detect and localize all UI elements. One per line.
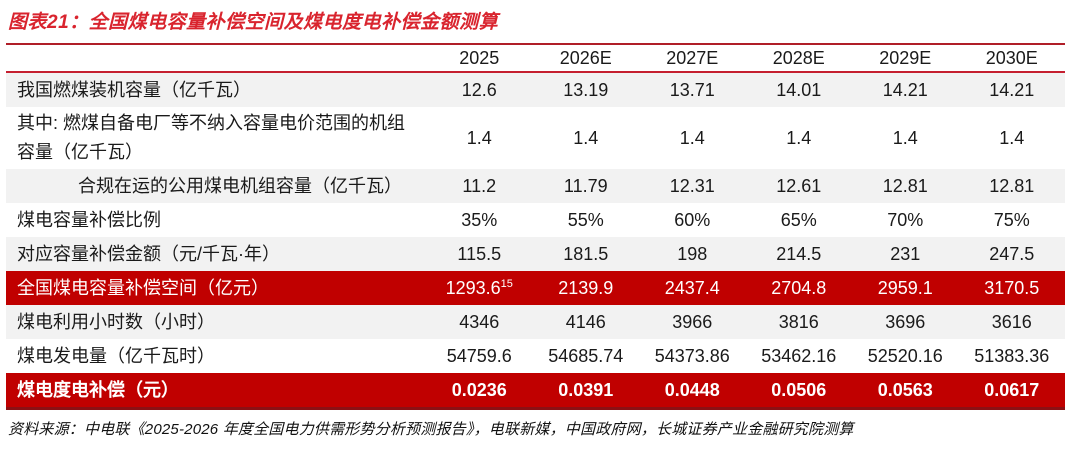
- value-cell: 12.61: [745, 169, 852, 203]
- value-cell: 65%: [745, 203, 852, 237]
- table-header: 2025 2026E 2027E 2028E 2029E 2030E: [6, 44, 1065, 73]
- value-cell: 115.5: [426, 237, 533, 271]
- table-row: 合规在运的公用煤电机组容量（亿千瓦） 11.2 11.79 12.31 12.61 12.…: [6, 169, 1065, 203]
- value-cell: 2959.1: [852, 271, 959, 305]
- value-cell: 55%: [532, 203, 639, 237]
- value-cell: 4346: [426, 305, 533, 339]
- value-cell: 75%: [958, 203, 1065, 237]
- value-cell: 1.4: [426, 107, 533, 169]
- value-cell: 54373.86: [639, 339, 746, 373]
- value-cell: 12.31: [639, 169, 746, 203]
- value-cell: 1.4: [639, 107, 746, 169]
- row-label: 煤电容量补偿比例: [6, 203, 426, 237]
- value-cell: 1.4: [958, 107, 1065, 169]
- value-cell: 12.81: [852, 169, 959, 203]
- value-cell: 3816: [745, 305, 852, 339]
- value-cell: 2437.4: [639, 271, 746, 305]
- value-cell: 1.4: [532, 107, 639, 169]
- value-cell: 52520.16: [852, 339, 959, 373]
- figure-title: 图表21：全国煤电容量补偿空间及煤电度电补偿金额测算: [8, 12, 499, 33]
- value-cell: 1.4: [745, 107, 852, 169]
- value-cell: 0.0563: [852, 373, 959, 409]
- value-cell: 14.21: [958, 72, 1065, 107]
- value-cell: 1.4: [852, 107, 959, 169]
- value-cell: 247.5: [958, 237, 1065, 271]
- value-cell: 0.0448: [639, 373, 746, 409]
- value-cell: 51383.36: [958, 339, 1065, 373]
- table-row: 煤电发电量（亿千瓦时） 54759.6 54685.74 54373.86 53462.…: [6, 339, 1065, 373]
- header-row: 2025 2026E 2027E 2028E 2029E 2030E: [6, 44, 1065, 73]
- value-cell: 181.5: [532, 237, 639, 271]
- value-cell: 0.0236: [426, 373, 533, 409]
- value-cell: 53462.16: [745, 339, 852, 373]
- value-cell: 14.01: [745, 72, 852, 107]
- value-cell: 3696: [852, 305, 959, 339]
- value-cell: 0.0617: [958, 373, 1065, 409]
- value-cell: 1293.615: [426, 271, 533, 305]
- value-cell: 11.79: [532, 169, 639, 203]
- compensation-table-wrapper: 2025 2026E 2027E 2028E 2029E 2030E 我国燃煤装机容量（亿…: [6, 43, 1065, 410]
- table-row: 煤电容量补偿比例 35% 55% 60% 65% 70% 75%: [6, 203, 1065, 237]
- row-label: 合规在运的公用煤电机组容量（亿千瓦）: [6, 169, 426, 203]
- table-row: 其中: 燃煤自备电厂等不纳入容量电价范围的机组容量（亿千瓦） 1.4 1.4 1.4 1…: [6, 107, 1065, 169]
- year-column-header: 2030E: [958, 44, 1065, 73]
- value-cell: 12.81: [958, 169, 1065, 203]
- value-cell: 54685.74: [532, 339, 639, 373]
- table-row: 我国燃煤装机容量（亿千瓦） 12.6 13.19 13.71 14.01 14.21 14.…: [6, 72, 1065, 107]
- table-row: 对应容量补偿金额（元/千瓦·年） 115.5 181.5 198 214.5 231 247…: [6, 237, 1065, 271]
- value-cell: 214.5: [745, 237, 852, 271]
- row-label: 煤电度电补偿（元）: [6, 373, 426, 409]
- row-label: 我国燃煤装机容量（亿千瓦）: [6, 72, 426, 107]
- table-row: 煤电度电补偿（元） 0.0236 0.0391 0.0448 0.0506 0.0563 0…: [6, 373, 1065, 409]
- row-label: 其中: 燃煤自备电厂等不纳入容量电价范围的机组容量（亿千瓦）: [6, 107, 426, 169]
- value-cell: 231: [852, 237, 959, 271]
- compensation-table: 2025 2026E 2027E 2028E 2029E 2030E 我国燃煤装机容量（亿…: [6, 43, 1065, 410]
- value-cell: 3966: [639, 305, 746, 339]
- table-body: 我国燃煤装机容量（亿千瓦） 12.6 13.19 13.71 14.01 14.21 14.…: [6, 72, 1065, 409]
- value-cell: 3616: [958, 305, 1065, 339]
- value-cell: 0.0506: [745, 373, 852, 409]
- table-row: 煤电利用小时数（小时） 4346 4146 3966 3816 3696 3616: [6, 305, 1065, 339]
- value-cell: 12.6: [426, 72, 533, 107]
- value-cell: 13.19: [532, 72, 639, 107]
- value-cell: 2704.8: [745, 271, 852, 305]
- value-cell: 54759.6: [426, 339, 533, 373]
- year-column-header: 2026E: [532, 44, 639, 73]
- value-cell: 60%: [639, 203, 746, 237]
- row-label: 对应容量补偿金额（元/千瓦·年）: [6, 237, 426, 271]
- year-column-header: 2029E: [852, 44, 959, 73]
- value-cell: 2139.9: [532, 271, 639, 305]
- value-cell: 4146: [532, 305, 639, 339]
- value-cell: 198: [639, 237, 746, 271]
- year-column-header: 2027E: [639, 44, 746, 73]
- value-cell: 11.2: [426, 169, 533, 203]
- value-cell: 13.71: [639, 72, 746, 107]
- row-label: 煤电利用小时数（小时）: [6, 305, 426, 339]
- label-column-header: [6, 44, 426, 73]
- value-cell: 35%: [426, 203, 533, 237]
- value-cell: 70%: [852, 203, 959, 237]
- footnote-ref: 15: [500, 277, 513, 290]
- row-label: 煤电发电量（亿千瓦时）: [6, 339, 426, 373]
- table-row: 全国煤电容量补偿空间（亿元） 1293.615 2139.9 2437.4 2704.8…: [6, 271, 1065, 305]
- value-cell: 3170.5: [958, 271, 1065, 305]
- value-cell: 0.0391: [532, 373, 639, 409]
- value-cell: 14.21: [852, 72, 959, 107]
- row-label: 全国煤电容量补偿空间（亿元）: [6, 271, 426, 305]
- year-column-header: 2025: [426, 44, 533, 73]
- source-note: 资料来源：中电联《2025-2026 年度全国电力供需形势分析预测报告》，电联新…: [8, 421, 854, 438]
- year-column-header: 2028E: [745, 44, 852, 73]
